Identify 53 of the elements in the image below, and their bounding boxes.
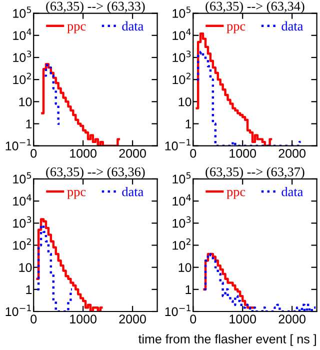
y-tick-label: 10$^{5}$	[172, 172, 191, 184]
text: ppc	[226, 190, 246, 199]
x-tick-label: 0	[190, 314, 196, 324]
x-tick-label: 0	[190, 148, 196, 158]
legend-label: data	[122, 186, 144, 196]
chart-title: (63,35) --> (63,36)	[46, 167, 145, 179]
y-tick-label: 10$^{2}$	[13, 238, 31, 250]
y-tick-label: 10$^{−1}$	[6, 139, 31, 150]
x-tick-label: 0	[30, 148, 37, 158]
y-tick-label: 10$^{4}$	[172, 194, 191, 206]
y-tick-label: 1	[186, 285, 192, 294]
legend-label: ppc	[67, 190, 86, 199]
y-tick-label: 10$^{4}$	[172, 28, 191, 40]
x-tick-label: 2000	[278, 314, 306, 324]
chart-title: (63,35) --> (63,34)	[206, 1, 304, 14]
y-tick-label: 10$^{2}$	[172, 72, 190, 84]
y-tick-label: 10$^{5}$	[172, 6, 191, 18]
chart-title: (63,35) --> (63,37)	[206, 167, 304, 179]
y-tick-label: 10$^{5}$	[13, 6, 32, 18]
x-tick-label: 1000	[70, 314, 96, 324]
x-tick-label: 1000	[230, 148, 256, 158]
y-tick-label: 10$^{3}$	[13, 216, 32, 228]
y-tick-label: 10$^{−1}$	[165, 304, 190, 316]
legend-label: ppc	[67, 24, 86, 34]
x-tick-label: 1000	[70, 148, 96, 158]
y-tick-label: 10$^{2}$	[172, 238, 190, 250]
y-tick-label: 10$^{−1}$	[6, 304, 31, 316]
legend-label: data	[282, 21, 304, 31]
y-tick-label: 10$^{4}$	[13, 28, 32, 40]
y-tick-label: 10	[178, 97, 192, 106]
y-tick-label: 10$^{3}$	[172, 216, 191, 228]
y-tick-label: 1	[26, 120, 32, 128]
legend-label: data	[282, 186, 304, 196]
x-tick-label: 1000	[230, 314, 256, 324]
y-tick-label: 10	[178, 263, 192, 272]
y-tick-label: 10$^{3}$	[172, 50, 191, 62]
y-tick-label: 1	[186, 120, 192, 128]
y-tick-label: 10	[19, 263, 32, 272]
y-tick-label: 10$^{−1}$	[165, 139, 190, 150]
y-tick-label: 10$^{5}$	[13, 172, 32, 184]
y-tick-label: 1	[26, 285, 32, 294]
y-tick-label: 10	[19, 97, 32, 106]
x-tick-label: 2000	[278, 148, 306, 158]
y-tick-label: 10$^{3}$	[13, 50, 32, 62]
x-axis-title: time from the flasher event [ ns ]	[138, 334, 316, 346]
x-tick-label: 2000	[119, 314, 146, 324]
x-tick-label: 2000	[119, 148, 146, 158]
chart-title: (63,35) --> (63,33)	[46, 1, 145, 14]
legend-label: data	[122, 21, 144, 31]
x-tick-label: 0	[30, 314, 37, 324]
y-tick-label: 10$^{4}$	[13, 194, 32, 206]
y-tick-label: 10$^{2}$	[13, 72, 31, 84]
series-label: ppc	[226, 24, 246, 34]
